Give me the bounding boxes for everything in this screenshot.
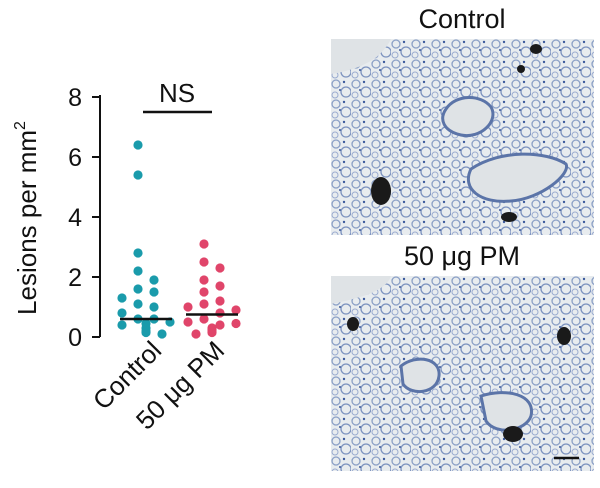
data-point <box>199 275 209 285</box>
data-point <box>183 302 193 312</box>
y-axis-ticks: 0 2 4 6 8 <box>68 84 100 352</box>
y-tick-label: 0 <box>68 324 82 352</box>
data-point <box>215 320 225 330</box>
significance-label: NS <box>159 78 195 108</box>
median-lines <box>120 313 238 321</box>
pm-histology-image <box>331 276 594 471</box>
data-point <box>215 296 225 306</box>
y-tick-label: 8 <box>68 84 82 112</box>
y-axis-title-main: Lesions per mm <box>12 130 42 315</box>
data-point <box>117 308 127 318</box>
data-point <box>149 275 159 285</box>
data-point <box>199 239 209 249</box>
data-point <box>191 329 201 339</box>
data-point <box>149 287 159 297</box>
data-point <box>207 327 217 338</box>
data-point <box>215 263 225 273</box>
data-point <box>199 287 209 297</box>
data-point <box>231 318 241 329</box>
data-points <box>117 140 241 339</box>
panel-title-pm: 50 μg PM <box>403 241 521 271</box>
data-point <box>133 248 143 258</box>
data-point <box>117 293 127 303</box>
data-point <box>133 170 143 180</box>
data-point <box>141 327 151 338</box>
data-point <box>199 299 209 309</box>
y-axis-title-superscript: 2 <box>12 121 29 130</box>
data-point <box>215 281 225 291</box>
data-point <box>199 314 209 324</box>
data-point <box>117 320 127 330</box>
y-tick-label: 6 <box>68 144 82 172</box>
control-histology-image <box>331 39 594 235</box>
data-point <box>199 257 209 267</box>
panel-title-control: Control <box>418 4 506 34</box>
data-point <box>215 308 225 318</box>
data-point <box>149 302 159 312</box>
y-tick-label: 4 <box>68 204 82 232</box>
data-point <box>231 305 241 315</box>
data-point <box>133 266 143 276</box>
data-point <box>183 317 193 327</box>
y-tick-label: 2 <box>68 264 82 292</box>
data-point <box>133 284 143 294</box>
data-point <box>157 329 167 339</box>
data-point <box>133 299 143 309</box>
data-point <box>133 140 143 150</box>
y-axis-title: Lesions per mm2 <box>12 121 42 315</box>
